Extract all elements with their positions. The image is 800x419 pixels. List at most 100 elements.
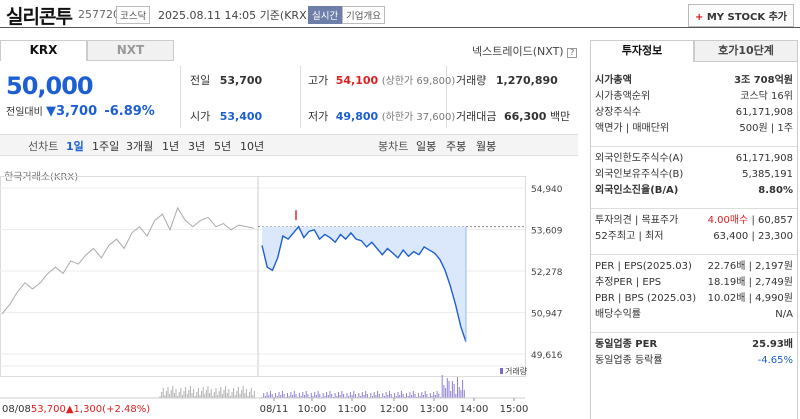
- company-overview-button[interactable]: 기업개요: [342, 6, 385, 24]
- change-arrow-icon: ▼: [46, 104, 56, 119]
- valuation-row-key: 추정PER | EPS: [595, 277, 662, 288]
- low-price: 저가 49,800 (하한가 37,600): [308, 108, 455, 124]
- nextrade-info[interactable]: 넥스트레이드(NXT) ?: [472, 43, 578, 59]
- high-value: 54,100: [335, 74, 379, 87]
- header-divider: [0, 27, 800, 28]
- amount-label: 거래대금: [456, 110, 497, 123]
- foreign-row: 외국인소진율(B/A) 8.80%: [595, 184, 795, 198]
- period-10y[interactable]: 10년: [240, 140, 265, 153]
- upper-limit: (상한가 69,800): [381, 76, 456, 87]
- price-change: 전일대비 ▼3,700 -6.89%: [6, 103, 155, 119]
- tab-orderbook[interactable]: 호가10단계: [694, 40, 798, 62]
- divider: [591, 146, 797, 147]
- today-area: [262, 226, 466, 343]
- y-tick-label: 54,940: [531, 185, 563, 195]
- candle-monthly[interactable]: 월봉: [476, 140, 497, 153]
- tab-invest-info[interactable]: 투자정보: [590, 40, 694, 62]
- line-chart-label: 선차트: [28, 140, 59, 153]
- x-tick-label: 10:00: [298, 404, 327, 415]
- y-tick-label: 53,609: [531, 227, 563, 237]
- divider: [591, 208, 797, 209]
- x-tick-label: 13:00: [420, 404, 449, 415]
- foreign-row-value: 61,171,908: [735, 153, 793, 164]
- valuation-row-value: 22.76배 | 2,197원: [707, 261, 793, 272]
- period-3m[interactable]: 3개월: [126, 140, 154, 153]
- y-tick-label: 49,616: [531, 351, 563, 361]
- change-label: 전일대비: [6, 107, 43, 118]
- x-tick-label: 15:00: [500, 404, 529, 415]
- candle-weekly[interactable]: 주봉: [446, 140, 467, 153]
- divider: [300, 66, 301, 128]
- period-1y[interactable]: 1년: [162, 140, 180, 153]
- info-row-key: 상장주식수: [595, 107, 641, 118]
- x-tick-label: 12:00: [380, 404, 409, 415]
- trade-amount: 거래대금 66,300 백만: [456, 108, 570, 124]
- valuation-row: 추정PER | EPS 18.19배 | 2,749원: [595, 276, 795, 290]
- footer-pct: (+2.48%): [102, 404, 150, 415]
- y-tick-label: 52,278: [531, 268, 563, 278]
- change-value: 3,700: [56, 104, 98, 119]
- info-row: 상장주식수 61,171,908: [595, 106, 795, 120]
- valuation-row-value: 18.19배 | 2,749원: [707, 277, 793, 288]
- candle-daily[interactable]: 일봉: [416, 140, 437, 153]
- help-icon[interactable]: ?: [567, 48, 578, 58]
- info-row-key: 액면가 | 매매단위: [595, 123, 670, 134]
- divider: [591, 254, 797, 255]
- valuation-row-key: PER | EPS(2025.03): [595, 261, 692, 272]
- plus-icon: +: [694, 12, 704, 23]
- foreign-row-key: 외국인한도주식수(A): [595, 153, 684, 164]
- high-label: 고가: [308, 74, 329, 87]
- info-row-key: 시가총액순위: [595, 91, 651, 102]
- stock-code: 257720: [78, 8, 120, 21]
- candle-chart-label: 봉차트: [378, 140, 409, 153]
- week52-row-value: 63,400 | 23,300: [713, 231, 793, 242]
- tab-nxt[interactable]: NXT: [87, 40, 174, 61]
- low-value: 49,800: [335, 110, 379, 123]
- period-1w[interactable]: 1주일: [92, 140, 120, 153]
- opinion-key: 투자의견 | 목표주가: [595, 215, 679, 226]
- volume-legend-swatch: [500, 368, 503, 374]
- up-arrow-icon: ▲: [66, 404, 74, 415]
- week52-row: 52주최고 | 최저 63,400 | 23,300: [595, 230, 795, 244]
- foreign-row-value: 8.80%: [758, 185, 793, 196]
- today-line: [261, 225, 467, 343]
- info-row: 시가총액 3조 708억원: [595, 74, 795, 88]
- info-row-key: 시가총액: [595, 75, 632, 86]
- invest-tabs: 투자정보 호가10단계: [590, 40, 798, 62]
- prev-label: 전일: [190, 74, 211, 87]
- foreign-row: 외국인한도주식수(A) 61,171,908: [595, 152, 795, 166]
- chart-frame: [0, 176, 526, 377]
- valuation-row: 배당수익률 N/A: [595, 308, 795, 322]
- info-row: 액면가 | 매매단위 500원 | 1주: [595, 122, 795, 136]
- volume-value: 1,270,890: [495, 74, 558, 87]
- target-price: 60,857: [758, 215, 793, 226]
- stock-name: 실리콘투: [6, 6, 73, 28]
- exchange-tabs: KRX NXT: [0, 40, 174, 61]
- period-3y[interactable]: 3년: [188, 140, 206, 153]
- low-label: 저가: [308, 110, 329, 123]
- current-price: 50,000: [6, 72, 94, 100]
- nextrade-label: 넥스트레이드(NXT): [472, 45, 564, 58]
- opinion-rating: 4.00매수: [707, 215, 749, 226]
- info-row-value: 500원 | 1주: [739, 123, 793, 134]
- prev-day-line: [1, 206, 255, 315]
- add-mystock-button[interactable]: + MY STOCK 추가: [687, 4, 794, 27]
- valuation-row-value: 10.02배 | 4,990원: [707, 293, 793, 304]
- volume: 거래량 1,270,890: [456, 72, 558, 88]
- footer-price: 53,700: [31, 404, 66, 415]
- tab-krx[interactable]: KRX: [0, 40, 87, 61]
- x-tick-label: 08/11: [260, 404, 289, 415]
- foreign-row: 외국인보유주식수(B) 5,385,191: [595, 168, 795, 182]
- sector-change-row-key: 동일업종 등락률: [595, 355, 663, 366]
- info-row: 시가총액순위 코스닥 16위: [595, 90, 795, 104]
- sector-per-row: 동일업종 PER 25.93배: [595, 338, 795, 352]
- opinion-row: 투자의견 | 목표주가 4.00매수 | 60,857: [595, 214, 795, 228]
- prev-value: 53,700: [219, 74, 263, 87]
- info-row-value: 코스닥 16위: [740, 91, 793, 102]
- valuation-row: PER | EPS(2025.03) 22.76배 | 2,197원: [595, 260, 795, 274]
- period-1d[interactable]: 1일: [66, 140, 84, 153]
- period-5y[interactable]: 5년: [214, 140, 232, 153]
- lower-limit: (하한가 37,600): [381, 112, 456, 123]
- sector-change-row: 동일업종 등락률 -4.65%: [595, 354, 795, 368]
